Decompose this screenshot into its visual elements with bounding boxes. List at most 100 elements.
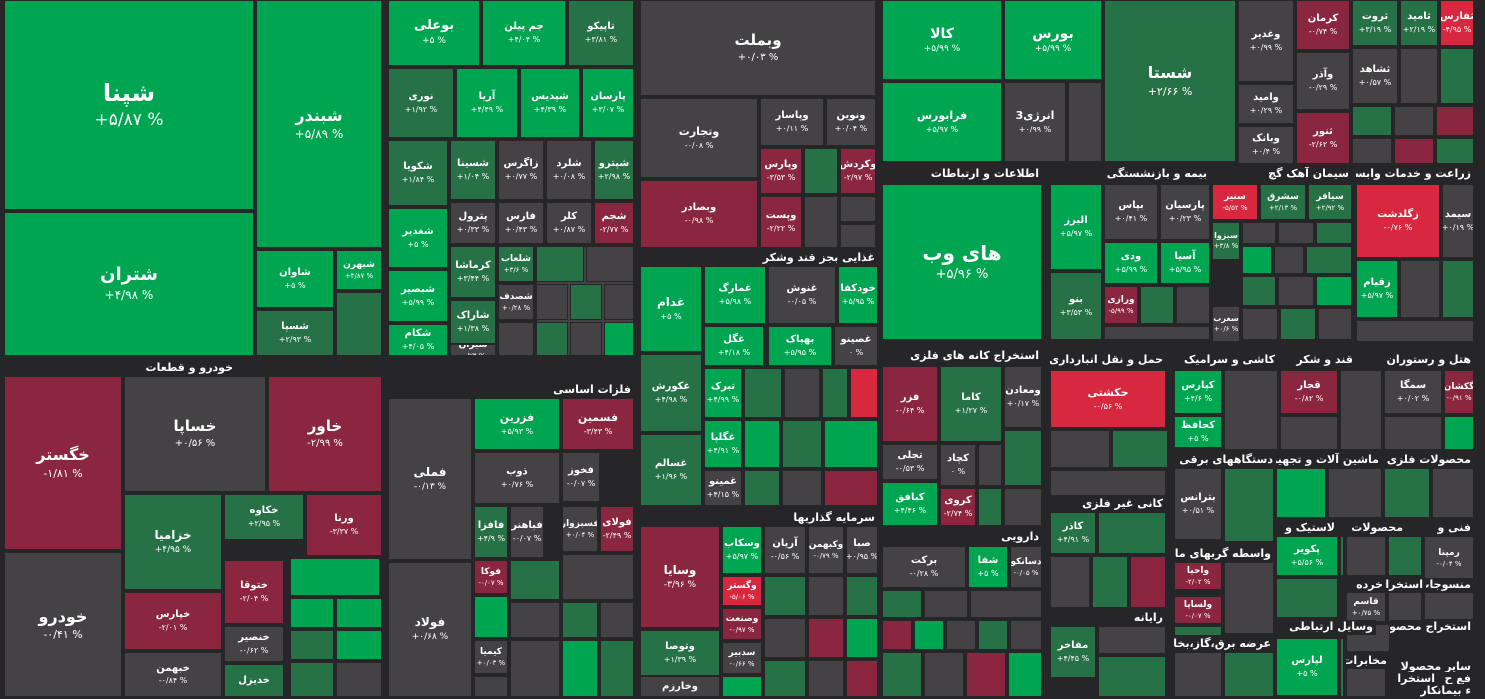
- stock-tile[interactable]: واحیا -۲/۰۲ %: [1174, 562, 1222, 590]
- stock-tile[interactable]: فباهنر -۰/۰۷ %: [510, 506, 544, 558]
- stock-tile[interactable]: فرابورس +۵/۹۷ %: [882, 82, 1002, 162]
- stock-tile[interactable]: سنیر -۵/۵۲ %: [1212, 184, 1258, 220]
- stock-tile[interactable]: [1098, 656, 1166, 697]
- stock-tile[interactable]: بپاس +۰/۴۱ %: [1104, 184, 1158, 240]
- stock-tile[interactable]: شپنا +۵/۸۷ %: [4, 0, 254, 210]
- stock-tile[interactable]: [1306, 246, 1352, 274]
- stock-tile[interactable]: های وب +۵/۹۶ %: [882, 184, 1042, 340]
- stock-tile[interactable]: [474, 596, 508, 638]
- stock-tile[interactable]: فملی -۰/۱۳ %: [388, 398, 472, 560]
- stock-tile[interactable]: کحافظ +۵ %: [1174, 416, 1222, 448]
- stock-tile[interactable]: [970, 590, 1042, 618]
- stock-tile[interactable]: [1274, 246, 1304, 274]
- stock-tile[interactable]: [850, 368, 878, 418]
- stock-tile[interactable]: [1224, 652, 1274, 697]
- stock-tile[interactable]: بورس +۵/۹۹ %: [1004, 0, 1102, 80]
- stock-tile[interactable]: [804, 196, 838, 248]
- stock-tile[interactable]: زاگرس +۰/۷۷ %: [498, 140, 544, 200]
- stock-tile[interactable]: شلعاب +۳/۶ %: [498, 246, 534, 282]
- stock-tile[interactable]: آریان -۰/۵۶ %: [764, 526, 806, 574]
- stock-tile[interactable]: [1068, 82, 1102, 162]
- stock-tile[interactable]: غمارگ +۵/۹۸ %: [704, 266, 766, 324]
- stock-tile[interactable]: تبرک +۴/۹۹ %: [704, 368, 742, 418]
- stock-tile[interactable]: ثامید +۲/۱۹ %: [1400, 0, 1438, 46]
- stock-tile[interactable]: [336, 630, 382, 660]
- stock-tile[interactable]: فسبزوار +۰/۰۴ %: [562, 506, 598, 552]
- stock-tile[interactable]: [1388, 536, 1422, 576]
- stock-tile[interactable]: [510, 640, 560, 697]
- stock-tile[interactable]: سشرق +۲/۱۳ %: [1260, 184, 1306, 220]
- stock-tile[interactable]: [1008, 652, 1042, 697]
- stock-tile[interactable]: وپست -۲/۲۲ %: [760, 196, 802, 248]
- stock-tile[interactable]: کیمیا +۰/۰۳ %: [474, 640, 508, 674]
- stock-tile[interactable]: خپارس -۲/۰۱ %: [124, 592, 222, 650]
- stock-tile[interactable]: ولساپا -۰/۰۷ %: [1174, 596, 1222, 624]
- stock-tile[interactable]: وآذر -۰/۲۹ %: [1296, 52, 1350, 110]
- stock-tile[interactable]: کاذر +۴/۹۱ %: [1050, 512, 1096, 554]
- stock-tile[interactable]: بهپاک +۵/۹۵ %: [768, 326, 832, 366]
- stock-tile[interactable]: فافزا +۴/۹ %: [474, 506, 508, 558]
- stock-tile[interactable]: [1224, 562, 1274, 634]
- stock-tile[interactable]: [1104, 326, 1210, 340]
- stock-tile[interactable]: حکشتی -۰/۵۶ %: [1050, 370, 1166, 428]
- stock-tile[interactable]: [290, 630, 334, 660]
- stock-tile[interactable]: غدام +۵ %: [640, 266, 702, 352]
- stock-tile[interactable]: خکاوه +۲/۹۵ %: [224, 494, 304, 540]
- stock-tile[interactable]: [604, 284, 634, 320]
- stock-tile[interactable]: زگلدشت -۰/۷۶ %: [1356, 184, 1440, 258]
- stock-tile[interactable]: سغرب +۰/۶ %: [1212, 306, 1240, 342]
- stock-tile[interactable]: برکت -۰/۲۸ %: [882, 546, 966, 588]
- stock-tile[interactable]: کلر +۰/۸۷ %: [546, 202, 592, 244]
- stock-tile[interactable]: ثنور -۲/۶۲ %: [1296, 112, 1350, 164]
- stock-tile[interactable]: ودی +۵/۹۹ %: [1104, 242, 1158, 284]
- stock-tile[interactable]: [782, 470, 822, 506]
- stock-tile[interactable]: [1340, 536, 1344, 576]
- stock-tile[interactable]: [290, 598, 334, 628]
- stock-tile[interactable]: بوعلی +۵ %: [388, 0, 480, 66]
- stock-tile[interactable]: [764, 660, 806, 697]
- stock-tile[interactable]: شاوان +۵ %: [256, 250, 334, 308]
- stock-tile[interactable]: خزامیا +۴/۹۵ %: [124, 494, 222, 590]
- stock-tile[interactable]: [1130, 556, 1166, 608]
- stock-tile[interactable]: [1340, 638, 1344, 697]
- stock-tile[interactable]: شفا +۵ %: [968, 546, 1008, 588]
- stock-tile[interactable]: وخارزم: [640, 676, 720, 697]
- stock-tile[interactable]: [1444, 416, 1474, 450]
- stock-tile[interactable]: [510, 602, 560, 638]
- stock-tile[interactable]: وبملت +۰/۰۳ %: [640, 0, 876, 96]
- stock-tile[interactable]: [722, 676, 762, 697]
- stock-tile[interactable]: کپارس +۴/۶ %: [1174, 370, 1222, 414]
- stock-tile[interactable]: کروی -۲/۷۴ %: [940, 488, 976, 526]
- stock-tile[interactable]: زقیام +۵/۹۷ %: [1356, 260, 1398, 318]
- stock-tile[interactable]: وکبهمن -۰/۷۹ %: [808, 526, 844, 574]
- stock-tile[interactable]: تاپیکو +۳/۸۱ %: [568, 0, 634, 66]
- stock-tile[interactable]: خاور -۲/۹۹ %: [268, 376, 382, 492]
- stock-tile[interactable]: شصدف +۰/۲۸ %: [498, 284, 534, 320]
- stock-tile[interactable]: [1280, 308, 1316, 340]
- stock-tile[interactable]: [978, 488, 1002, 526]
- stock-tile[interactable]: [914, 620, 944, 650]
- stock-tile[interactable]: شیران -۰/۷۴ %: [450, 344, 496, 356]
- stock-tile[interactable]: خودکفا +۵/۹۵ %: [838, 266, 878, 324]
- stock-tile[interactable]: آسیا +۵/۹۵ %: [1160, 242, 1210, 284]
- stock-tile[interactable]: [1346, 668, 1386, 697]
- stock-tile[interactable]: [1316, 222, 1352, 244]
- stock-tile[interactable]: شبندر +۵/۸۹ %: [256, 0, 382, 248]
- stock-tile[interactable]: [784, 368, 820, 418]
- stock-tile[interactable]: فخوز -۰/۰۷ %: [562, 452, 600, 502]
- stock-tile[interactable]: [840, 224, 876, 248]
- stock-tile[interactable]: خودرو -۰/۴۱ %: [4, 552, 122, 697]
- stock-tile[interactable]: [562, 640, 598, 697]
- stock-tile[interactable]: فزرین +۵/۹۳ %: [474, 398, 560, 450]
- stock-tile[interactable]: [804, 148, 838, 194]
- stock-tile[interactable]: [924, 652, 964, 697]
- stock-tile[interactable]: [562, 602, 598, 638]
- stock-tile[interactable]: وغدیر +۰/۹۹ %: [1238, 0, 1294, 82]
- stock-tile[interactable]: [1340, 370, 1382, 450]
- stock-tile[interactable]: ختوقا -۲/۰۴ %: [224, 560, 284, 624]
- stock-tile[interactable]: [978, 620, 1008, 650]
- stock-tile[interactable]: وپاسار +۰/۱۱ %: [760, 98, 824, 146]
- stock-tile[interactable]: ورازی -۵/۹۹ %: [1104, 286, 1138, 324]
- stock-tile[interactable]: کبافق +۴/۴۶ %: [882, 482, 938, 526]
- stock-tile[interactable]: [510, 560, 560, 600]
